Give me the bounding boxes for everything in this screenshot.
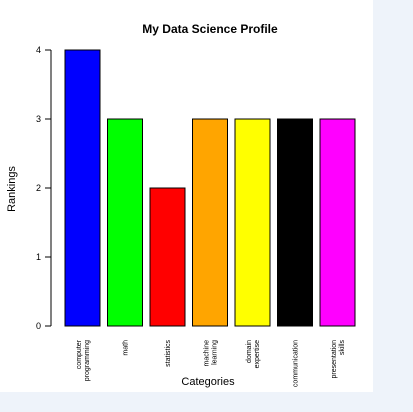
y-axis-title: Rankings [6,166,18,212]
category-label-line: domain [246,340,253,363]
category-label: presentation skills [331,340,346,379]
category-label-line: communication [293,340,300,387]
bar [107,118,143,327]
bar [64,49,101,327]
category-label: domain expertise [246,340,261,369]
category-label-line: presentation [331,340,338,379]
category-label-line: expertise [254,340,261,369]
y-tick-label: 4 [36,45,41,55]
y-tick-label: 1 [36,252,41,262]
category-label-line: math [123,340,130,356]
category-label-line: computer [76,339,83,369]
x-axis-labels: computer programming math statistics machine… [76,339,346,387]
category-label: math [123,340,130,356]
category-label-line: skills [339,340,346,356]
bar [319,118,356,327]
chart-title: My Data Science Profile [142,22,278,36]
category-label-line: programming [84,340,91,381]
y-tick-label: 3 [36,114,41,124]
chart-panel: My Data Science Profile Rankings Categor… [0,0,373,392]
bar-chart: My Data Science Profile Rankings Categor… [6,22,356,388]
category-label: computer programming [76,339,91,381]
category-label: communication [293,340,300,387]
category-label: statistics [165,340,172,367]
x-axis-title: Categories [181,376,235,388]
bar [192,118,228,327]
bar [277,118,313,327]
y-axis: 0 1 2 3 4 [36,45,52,331]
category-label-line: statistics [165,340,172,367]
category-label: machine learning [204,340,219,367]
y-tick-label: 0 [36,321,41,331]
bar [234,118,271,327]
bars [64,49,356,327]
category-label-line: learning [212,340,219,365]
y-tick-label: 2 [36,183,41,193]
category-label-line: machine [204,340,211,367]
bar [149,187,186,327]
